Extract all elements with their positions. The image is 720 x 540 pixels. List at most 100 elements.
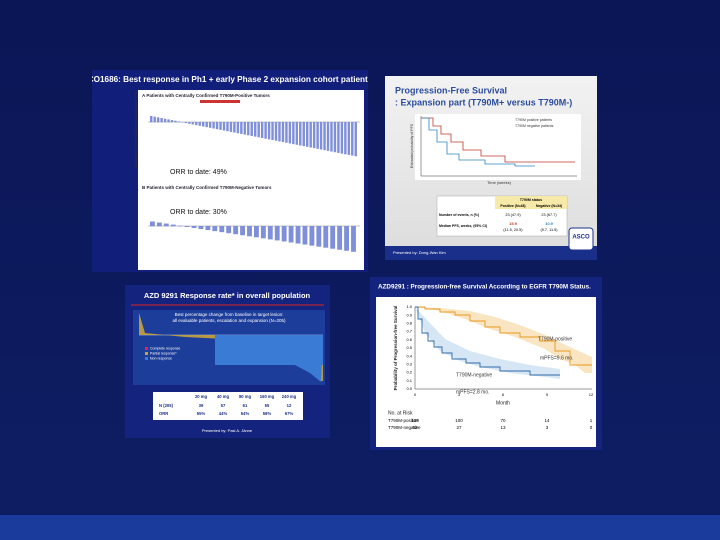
- waterfall-bar: [344, 122, 347, 155]
- waterfall-bar: [312, 122, 316, 149]
- y-tick-label: 0.6: [406, 337, 412, 342]
- waterfall-bar: [150, 221, 155, 227]
- waterfall-bar: [233, 226, 239, 235]
- waterfall-bar: [184, 226, 190, 227]
- section-label: A Patients with Centrally Confirmed T790…: [142, 93, 270, 98]
- waterfall-bar: [260, 122, 264, 138]
- waterfall-bar: [351, 122, 354, 156]
- risk-cell: T790M-positive: [388, 418, 419, 423]
- waterfall-bar: [292, 122, 295, 145]
- y-axis-label: Probability of Progression-free Survival: [393, 306, 398, 391]
- waterfall-bar: [240, 122, 243, 134]
- panel-azd-pfs: AZD9291 : Progression-free Survival Acco…: [370, 277, 602, 450]
- curve-label: mPFS=2.8 mo.: [456, 389, 489, 395]
- waterfall-bar: [267, 122, 271, 140]
- risk-cell: 138: [411, 418, 419, 423]
- table-cell: 58%: [263, 411, 272, 416]
- waterfall-bar: [222, 122, 226, 131]
- table-cell: 57: [221, 403, 226, 408]
- waterfall-bar: [219, 226, 225, 233]
- legend-entry: T790M positive patients: [515, 118, 552, 122]
- panel-subtitle: : Expansion part (T790M+ versus T790M-): [395, 97, 572, 107]
- panel-azd-response: AZD 9291 Response rate* in overall popul…: [125, 285, 330, 438]
- waterfall-bar: [257, 122, 260, 138]
- panel-title: CO1686: Best response in Ph1 + early Pha…: [92, 75, 368, 84]
- table-cell: Median PFS, weeks, (95% CI): [439, 224, 487, 228]
- table-cell: N (205): [159, 403, 174, 408]
- y-tick-label: 1.0: [406, 304, 412, 309]
- risk-cell: 13: [500, 425, 506, 430]
- panel-title: AZD9291 : Progression-free Survival Acco…: [378, 284, 591, 291]
- x-tick-label: 12: [589, 392, 594, 397]
- risk-cell: 62: [412, 425, 418, 430]
- table-column: Negative (N=34): [536, 204, 562, 208]
- table-column: 240 mg: [282, 394, 297, 399]
- waterfall-bar: [347, 122, 351, 155]
- waterfall-bar: [351, 226, 356, 252]
- waterfall-bar: [150, 116, 153, 123]
- waterfall-bar: [354, 122, 357, 157]
- waterfall-bar: [288, 122, 292, 144]
- waterfall-bar: [191, 226, 197, 229]
- waterfall-bar: [212, 122, 215, 129]
- y-tick-label: 0.7: [406, 329, 412, 334]
- waterfall-bar: [195, 122, 198, 126]
- waterfall-bar: [295, 122, 299, 145]
- waterfall-bar: [198, 122, 201, 126]
- waterfall-bar: [153, 116, 156, 123]
- waterfall-bar: [226, 226, 232, 234]
- waterfall-bar: [309, 226, 315, 246]
- table-cell: 39: [199, 403, 204, 408]
- panel-pfs-expansion: Progression-Free Survival : Expansion pa…: [385, 76, 597, 260]
- risk-cell: 0: [590, 425, 593, 430]
- waterfall-bar: [170, 224, 176, 227]
- waterfall-bar: [177, 121, 181, 123]
- x-tick-label: 9: [546, 392, 549, 397]
- waterfall-bar: [330, 226, 336, 249]
- waterfall-bar: [326, 122, 330, 151]
- waterfall-bar: [344, 226, 349, 251]
- table-column: 80 mg: [239, 394, 252, 399]
- table-cell: 15.9: [509, 221, 518, 226]
- presenter: Presented by: Pasi A. Jänne: [202, 428, 253, 433]
- waterfall-bar: [267, 226, 273, 240]
- y-tick-label: 0.2: [406, 370, 412, 375]
- table-column: 160 mg: [260, 394, 275, 399]
- waterfall-bar: [167, 119, 170, 123]
- y-tick-label: 0.4: [406, 353, 412, 358]
- waterfall-bar: [205, 226, 211, 231]
- waterfall-bar: [170, 120, 174, 123]
- waterfall-bar: [177, 225, 183, 227]
- panel-title: AZD 9291 Response rate* in overall popul…: [144, 291, 311, 300]
- table-cell: 55%: [197, 411, 206, 416]
- legend-entry: Complete response: [150, 346, 180, 350]
- presenter: Presented by: Dong-Wan Kim: [393, 250, 446, 255]
- waterfall-bar: [316, 122, 319, 149]
- box-line: all evaluable patients, escalation and e…: [173, 318, 286, 323]
- waterfall-bar: [174, 120, 177, 123]
- waterfall-bar: [309, 122, 312, 148]
- table-cell: (11.5, 20.5): [503, 228, 523, 232]
- y-axis-label: Estimated probability of PFS: [410, 123, 414, 168]
- waterfall-bar: [226, 122, 229, 132]
- waterfall-bar: [323, 122, 326, 151]
- table-column: 20 mg: [195, 394, 208, 399]
- waterfall-bar: [247, 226, 252, 237]
- table-column: 40 mg: [217, 394, 230, 399]
- waterfall-bar: [278, 122, 281, 142]
- x-tick-label: 6: [502, 392, 505, 397]
- y-tick-label: 0.5: [406, 345, 412, 350]
- orr-label: ORR to date: 49%: [170, 169, 227, 176]
- risk-cell: 14: [544, 418, 550, 423]
- section-label: B Patients with Centrally Confirmed T790…: [142, 185, 272, 190]
- waterfall-bar: [274, 122, 278, 141]
- table-cell: 10.9: [545, 221, 554, 226]
- table-cell: 61: [243, 403, 248, 408]
- waterfall-bar: [319, 122, 323, 150]
- legend-entry: Partial response*: [150, 351, 177, 355]
- table-cell: 12: [287, 403, 292, 408]
- waterfall-bar: [236, 122, 240, 134]
- table-cell: 23 (67.7): [541, 213, 557, 217]
- waterfall-bar: [205, 122, 208, 128]
